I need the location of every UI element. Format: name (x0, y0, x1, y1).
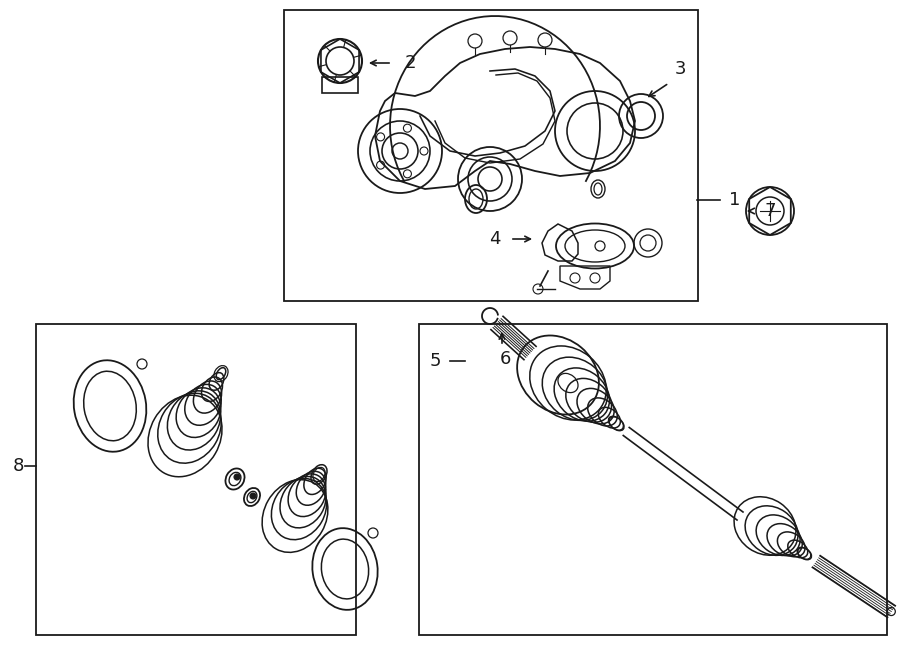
Text: 5: 5 (429, 352, 441, 370)
Text: 4: 4 (490, 230, 500, 248)
Bar (36, 324, 356, 635)
Text: 6: 6 (500, 350, 510, 368)
Text: 7: 7 (764, 202, 776, 220)
Bar (418, 324, 886, 635)
Circle shape (250, 493, 256, 499)
Bar (284, 10, 698, 301)
Bar (322, 77, 358, 93)
Text: 1: 1 (729, 191, 741, 209)
Text: 3: 3 (674, 60, 686, 78)
Circle shape (234, 474, 240, 480)
Text: 8: 8 (13, 457, 23, 475)
Text: 2: 2 (404, 54, 416, 72)
